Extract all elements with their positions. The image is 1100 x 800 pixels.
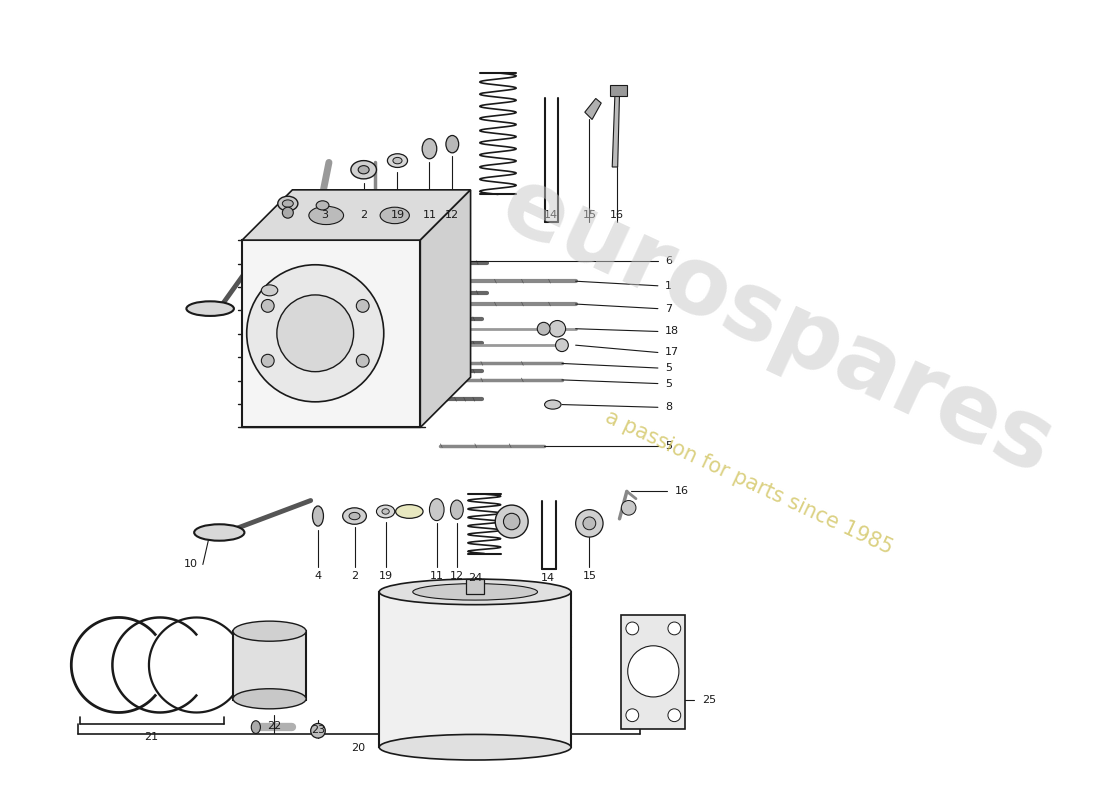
Text: 11: 11	[422, 210, 437, 219]
Ellipse shape	[382, 509, 389, 514]
Ellipse shape	[544, 400, 561, 409]
Circle shape	[246, 265, 384, 402]
Text: 10: 10	[185, 559, 198, 570]
Text: 6: 6	[666, 256, 672, 266]
Ellipse shape	[262, 285, 278, 296]
Bar	[242, 240, 420, 427]
Text: 25: 25	[702, 695, 716, 706]
Circle shape	[668, 622, 681, 635]
Ellipse shape	[351, 161, 376, 179]
Circle shape	[575, 510, 603, 537]
Text: 15: 15	[582, 571, 596, 582]
Circle shape	[356, 354, 370, 367]
Circle shape	[310, 723, 326, 738]
Ellipse shape	[412, 584, 538, 600]
Ellipse shape	[381, 207, 409, 224]
Text: 23: 23	[311, 725, 324, 735]
Bar	[610, 85, 627, 96]
Text: 5: 5	[666, 363, 672, 373]
Ellipse shape	[278, 196, 298, 211]
Bar	[466, 579, 484, 594]
Ellipse shape	[379, 734, 571, 760]
Ellipse shape	[186, 302, 234, 316]
Circle shape	[626, 709, 639, 722]
Circle shape	[626, 622, 639, 635]
Text: eurospares: eurospares	[486, 159, 1067, 495]
Polygon shape	[613, 94, 619, 167]
Circle shape	[668, 709, 681, 722]
Bar	[621, 614, 685, 729]
Ellipse shape	[195, 524, 244, 541]
Text: 22: 22	[267, 722, 282, 731]
Polygon shape	[242, 190, 471, 240]
Circle shape	[621, 501, 636, 515]
Text: 8: 8	[666, 402, 672, 412]
Ellipse shape	[451, 500, 463, 519]
Ellipse shape	[233, 689, 306, 709]
Circle shape	[262, 299, 274, 312]
Ellipse shape	[422, 138, 437, 158]
Text: 20: 20	[351, 743, 365, 753]
Text: 19: 19	[378, 571, 393, 582]
Ellipse shape	[283, 200, 294, 207]
Circle shape	[549, 321, 565, 337]
Ellipse shape	[312, 506, 323, 526]
Text: 12: 12	[450, 571, 464, 582]
Ellipse shape	[376, 505, 395, 518]
Polygon shape	[420, 190, 471, 427]
Ellipse shape	[446, 135, 459, 153]
Text: 9: 9	[284, 210, 292, 219]
Bar	[379, 592, 571, 747]
Circle shape	[283, 207, 294, 218]
Circle shape	[556, 338, 569, 351]
Ellipse shape	[387, 154, 407, 167]
Text: 7: 7	[666, 304, 672, 314]
Text: 2: 2	[351, 571, 359, 582]
Circle shape	[628, 646, 679, 697]
Text: 14: 14	[543, 210, 558, 219]
Ellipse shape	[429, 498, 444, 521]
Ellipse shape	[349, 512, 360, 520]
Circle shape	[356, 299, 370, 312]
Ellipse shape	[251, 721, 261, 734]
Text: 21: 21	[144, 732, 158, 742]
Circle shape	[504, 514, 520, 530]
Text: 3: 3	[321, 210, 328, 219]
Text: 11: 11	[430, 571, 443, 582]
Text: 12: 12	[446, 210, 460, 219]
Circle shape	[537, 322, 550, 335]
Text: 4: 4	[315, 571, 321, 582]
Ellipse shape	[359, 166, 370, 174]
Ellipse shape	[309, 206, 343, 225]
Text: 2: 2	[360, 210, 367, 219]
Text: 1: 1	[666, 281, 672, 290]
Text: 18: 18	[666, 326, 680, 337]
Text: 24: 24	[468, 573, 482, 583]
Text: 17: 17	[666, 347, 680, 358]
Ellipse shape	[393, 158, 402, 164]
Text: 14: 14	[541, 573, 556, 583]
Circle shape	[262, 354, 274, 367]
Circle shape	[583, 517, 596, 530]
Circle shape	[495, 505, 528, 538]
Text: 19: 19	[390, 210, 405, 219]
Text: 16: 16	[674, 486, 689, 496]
Ellipse shape	[396, 505, 424, 518]
Text: 15: 15	[582, 210, 596, 219]
Ellipse shape	[343, 508, 366, 524]
Ellipse shape	[316, 201, 329, 210]
Polygon shape	[585, 98, 602, 119]
Ellipse shape	[233, 621, 306, 642]
Ellipse shape	[379, 579, 571, 605]
Circle shape	[277, 295, 353, 372]
Text: a passion for parts since 1985: a passion for parts since 1985	[603, 406, 896, 558]
Bar	[233, 631, 306, 700]
Text: 5: 5	[666, 378, 672, 389]
Text: 5: 5	[666, 441, 672, 450]
Text: 16: 16	[609, 210, 624, 219]
